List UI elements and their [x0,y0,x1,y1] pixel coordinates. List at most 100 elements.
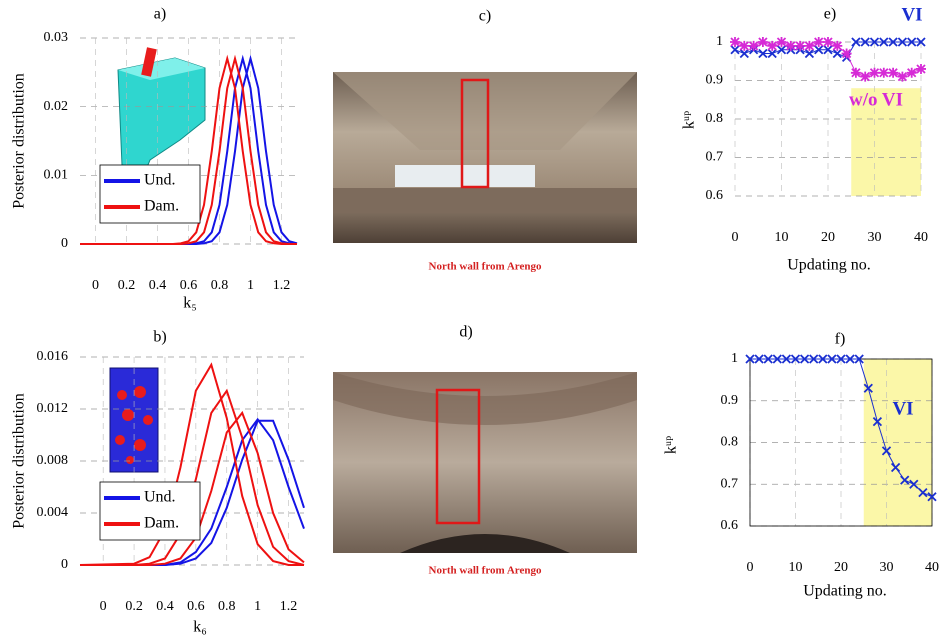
photo-label: d) [459,324,472,341]
x-axis-label: Updating no. [787,257,871,274]
data-point [878,67,889,78]
y-tick-label: 0.03 [44,30,69,45]
x-tick-label: 0.2 [125,599,143,614]
series-line [80,54,297,245]
series-line [79,362,304,566]
y-tick-label: 0.6 [721,518,739,533]
data-point [860,71,871,82]
data-point [916,37,926,47]
x-axis-label: Updating no. [803,583,887,600]
data-point [860,37,870,47]
data-point [739,40,750,51]
data-point [881,446,892,456]
x-tick-label: 1.2 [280,599,298,614]
x-tick-label: 30 [880,560,894,575]
y-tick-label: 0.6 [706,188,724,203]
data-point [772,354,782,364]
data-point [827,354,837,364]
series-line [80,410,305,566]
data-point [739,48,749,59]
y-axis-label: kᵘᵖ [663,436,680,454]
data-point [863,383,873,393]
series-line [80,388,305,566]
data-point [730,45,740,55]
x-axis-label: k₅ [183,295,197,312]
data-point [850,67,861,78]
data-point [897,37,908,47]
data-point [909,479,919,489]
data-point [776,37,787,47]
annotation: w/o VI [849,89,903,110]
data-point [888,37,898,47]
photo-c [333,72,637,243]
data-point [763,354,773,364]
data-point [916,63,926,74]
data-point [790,354,801,364]
panel-title: b) [153,329,166,346]
legend-box [99,164,201,224]
data-point [757,37,768,47]
data-point [767,40,778,51]
x-tick-label: 0.8 [218,599,236,614]
x-tick-label: 0.6 [187,599,205,614]
annotation: VI [892,398,913,419]
legend-label: Dam. [144,198,179,215]
y-tick-label: 0.016 [37,349,69,364]
data-point [804,48,815,59]
y-tick-label: 0.8 [706,111,724,126]
y-tick-label: 0.01 [44,168,69,183]
legend-label: Dam. [144,515,179,532]
data-point [809,354,819,364]
x-tick-label: 10 [789,560,803,575]
x-tick-label: 0.4 [156,599,174,614]
data-point [907,37,917,47]
data-point [730,37,740,47]
data-point [927,492,937,502]
panel-title: a) [154,6,166,23]
x-tick-label: 0.2 [118,278,136,293]
panel-title: f) [835,331,846,348]
data-point [890,462,901,473]
data-point [872,416,883,427]
y-axis-label: Posterior distribution [11,393,28,529]
photo-caption: North wall from Arengo [429,261,542,273]
y-tick-label: 0 [61,557,68,572]
data-point [781,354,792,364]
data-point [900,475,910,485]
y-tick-label: 0.8 [721,435,739,450]
data-point [832,48,842,59]
data-point [832,40,843,51]
x-tick-label: 30 [868,230,882,245]
x-tick-label: 40 [925,560,939,575]
data-point [869,67,880,78]
x-tick-label: 0.6 [180,278,198,293]
x-tick-label: 10 [775,230,789,245]
data-point [906,67,917,78]
data-point [767,48,777,59]
data-point [818,354,828,364]
panel-title: e) [824,6,836,23]
y-axis-label: Posterior distribution [11,73,28,209]
photo-d [333,372,637,553]
data-point [851,37,861,47]
data-point [814,45,824,55]
x-axis-label: k₆ [193,619,207,636]
data-point [869,37,880,47]
inset-model-b [109,367,159,473]
x-tick-label: 1.2 [273,278,291,293]
y-tick-label: 0 [61,236,68,251]
data-point [776,45,787,55]
x-tick-label: 0.8 [211,278,229,293]
y-axis-label: kᵘᵖ [681,111,698,129]
data-point [888,67,899,78]
data-point [785,40,796,51]
x-tick-label: 40 [914,230,928,245]
inset-model-a [117,47,206,173]
data-point [795,40,806,51]
data-point [823,37,833,47]
data-point [918,487,928,498]
y-tick-label: 0.008 [37,453,69,468]
data-point [897,71,908,82]
